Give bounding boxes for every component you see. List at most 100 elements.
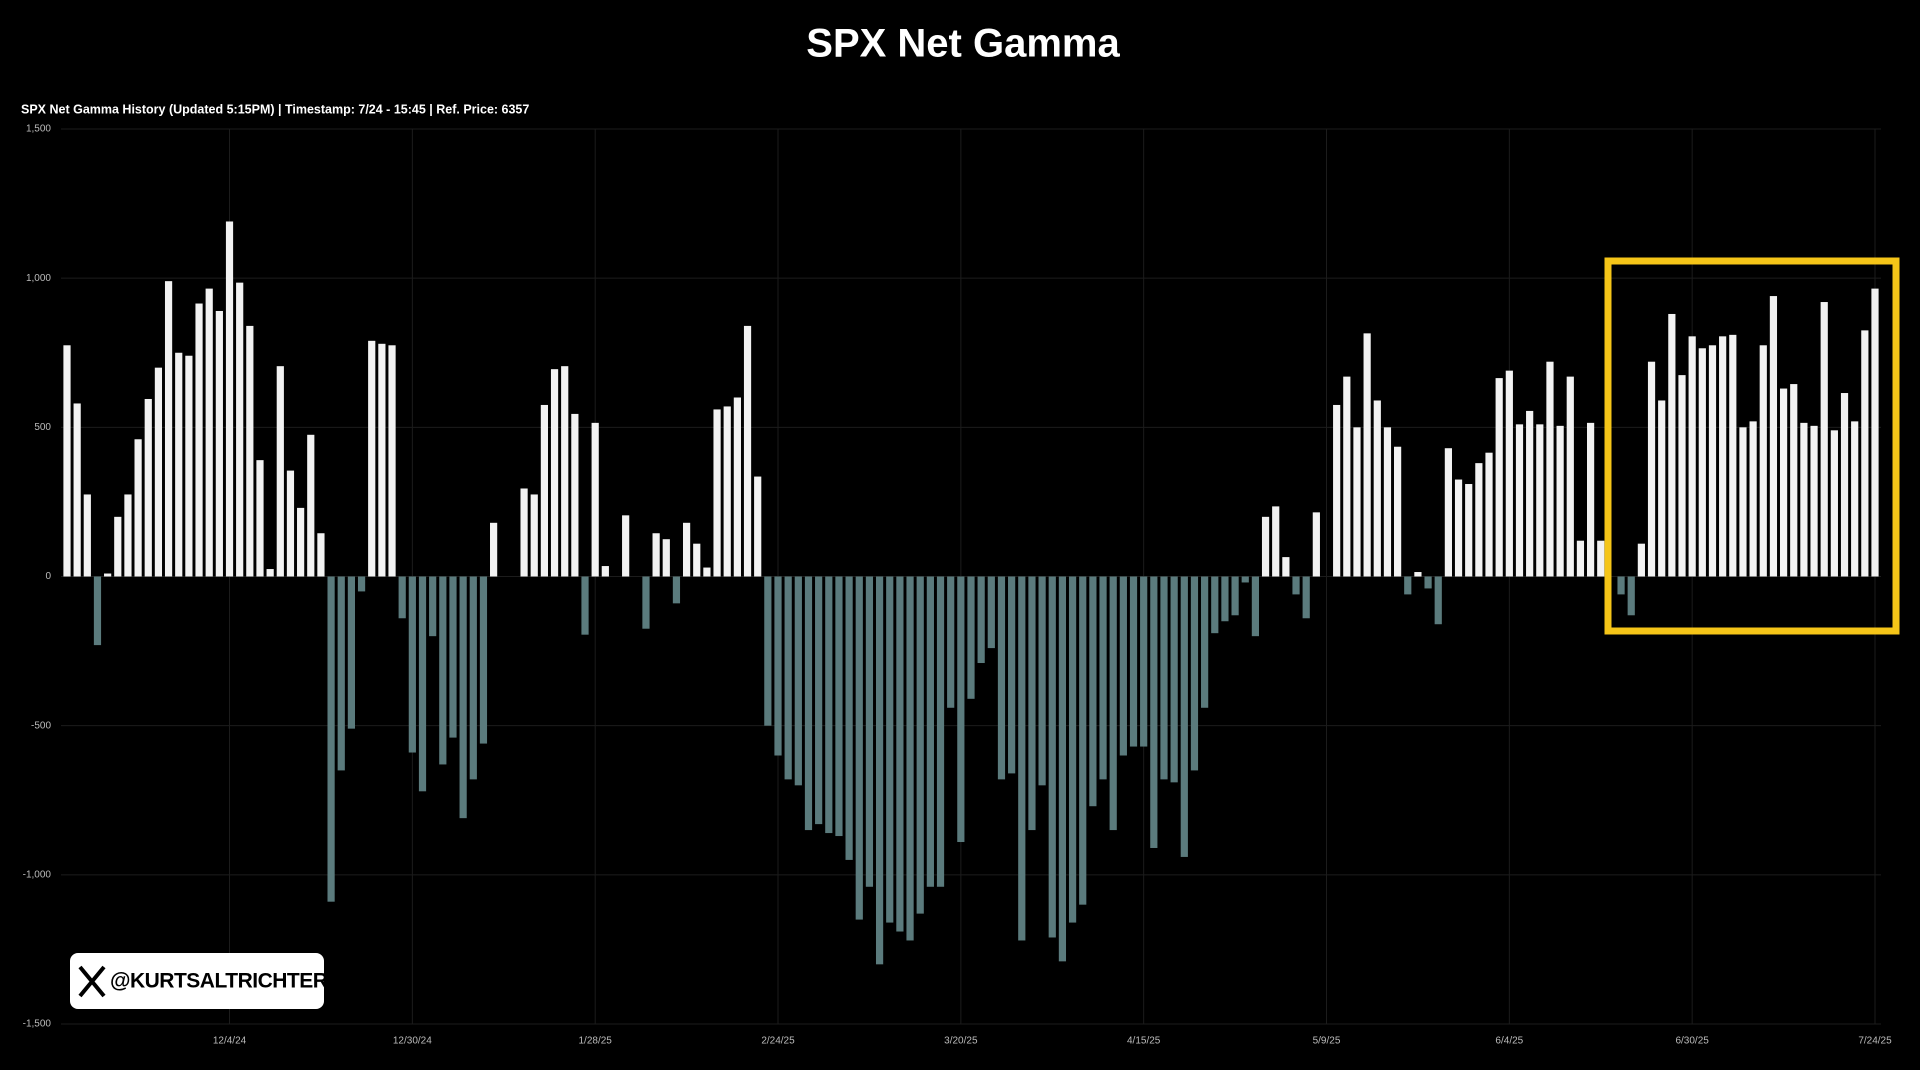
bar: [1312, 512, 1320, 577]
bar: [571, 413, 579, 577]
y-tick-label: -500: [31, 720, 51, 731]
bar: [73, 403, 81, 577]
bar: [1404, 576, 1412, 595]
bar: [175, 352, 183, 577]
bar: [561, 366, 569, 577]
bar: [1028, 576, 1036, 831]
bar: [865, 576, 874, 887]
bar: [1627, 576, 1635, 616]
bar: [418, 576, 427, 792]
bar: [124, 494, 132, 577]
bar: [886, 576, 894, 923]
x-tick-label: 2/24/25: [761, 1036, 795, 1047]
y-tick-label: 1,500: [26, 124, 51, 135]
bar: [835, 576, 843, 837]
bar: [1444, 448, 1452, 577]
bar: [1333, 404, 1341, 577]
bar: [1576, 540, 1585, 577]
bar: [1840, 393, 1849, 577]
bar: [906, 576, 914, 941]
bar: [378, 343, 386, 577]
bar: [591, 422, 599, 577]
bar: [1394, 446, 1402, 577]
bar: [1779, 388, 1788, 577]
bar: [896, 576, 904, 932]
bar: [1556, 425, 1564, 577]
bar: [1505, 370, 1513, 577]
bar: [1251, 576, 1260, 637]
bar: [1759, 345, 1767, 577]
bar: [1190, 576, 1199, 771]
plot-area: -1,500 -1,000 -500 0 500 1,000 1,500 12/4/24 12/…: [23, 124, 1892, 1047]
bar: [723, 406, 731, 577]
bar: [764, 576, 772, 726]
bar: [459, 576, 467, 819]
y-tick-label: -1,500: [23, 1019, 52, 1030]
bar: [1637, 543, 1645, 577]
bar: [530, 494, 538, 577]
bar: [1790, 384, 1798, 577]
x-tick-label: 7/24/25: [1858, 1036, 1892, 1047]
bar: [1688, 336, 1696, 577]
bar: [1729, 334, 1737, 577]
bar: [1099, 576, 1107, 780]
bar: [1292, 576, 1300, 595]
bar: [967, 576, 975, 699]
bar: [947, 576, 955, 708]
bar: [1231, 576, 1239, 616]
bar: [957, 576, 965, 843]
handle: @KURTSALTRICHTER: [110, 970, 328, 993]
bar: [398, 576, 406, 619]
bar: [1820, 302, 1828, 577]
bar: [815, 576, 823, 825]
bar: [1871, 288, 1879, 577]
bar: [1668, 313, 1676, 577]
bar: [662, 539, 670, 577]
bar: [1861, 330, 1869, 577]
bar: [794, 576, 802, 786]
bar: [1018, 576, 1026, 941]
bar: [1414, 572, 1422, 577]
handle-badge: @KURTSALTRICHTER: [70, 953, 328, 1009]
bar: [1485, 452, 1493, 577]
bar: [1140, 576, 1148, 747]
bar: [1058, 576, 1067, 962]
x-tick-label: 3/20/25: [944, 1036, 978, 1047]
bar: [682, 522, 691, 577]
bar: [855, 576, 863, 920]
bar: [733, 397, 741, 577]
bar: [388, 345, 396, 577]
bar: [1129, 576, 1138, 747]
bar: [601, 566, 609, 577]
bar: [1272, 506, 1280, 577]
bar: [1241, 576, 1249, 583]
bar: [1282, 557, 1290, 577]
bar: [652, 533, 660, 577]
bar: [987, 576, 995, 649]
bar: [266, 569, 274, 577]
y-tick-label: -1,000: [23, 869, 52, 880]
bar: [540, 404, 548, 577]
bar: [1515, 424, 1524, 577]
bar: [1373, 400, 1381, 577]
bar: [1119, 576, 1127, 756]
bar: [1089, 576, 1097, 807]
bar: [997, 576, 1006, 780]
bar: [875, 576, 884, 965]
bar: [93, 576, 102, 646]
bar: [1465, 484, 1473, 577]
bar: [1800, 422, 1808, 577]
bar: [1495, 378, 1503, 577]
bar: [479, 576, 488, 744]
bar: [246, 325, 254, 577]
bar: [357, 576, 366, 592]
bar: [1851, 421, 1859, 577]
bar: [581, 576, 589, 635]
bar: [256, 460, 264, 577]
bar: [1343, 376, 1351, 577]
bar: [164, 281, 173, 577]
bar: [1180, 576, 1188, 857]
bar: [276, 366, 284, 577]
bar: [1536, 424, 1544, 577]
